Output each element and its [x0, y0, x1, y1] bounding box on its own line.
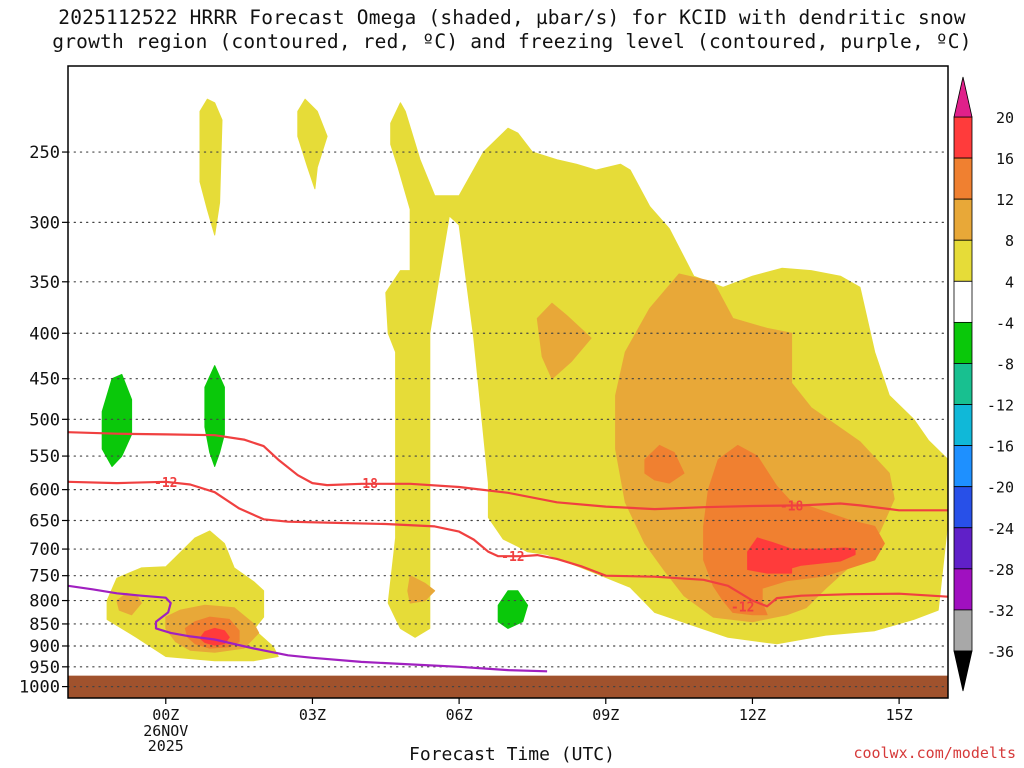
colorbar-label--24: -24 — [987, 520, 1014, 538]
x-tick-label-12Z: 12Z — [739, 706, 766, 724]
y-tick-label-800: 800 — [29, 592, 60, 612]
x-tick-label-15Z: 15Z — [886, 706, 913, 724]
colorbar-top-arrow — [953, 76, 973, 118]
colorbar-label-20: 20 — [996, 109, 1014, 127]
colorbar-bin-16-20 — [953, 116, 973, 159]
x-tick-label-09Z: 09Z — [592, 706, 619, 724]
y-tick-label-1000: 1000 — [19, 678, 60, 698]
y-tick-label-550: 550 — [29, 447, 60, 467]
colorbar-label-4: 4 — [1005, 273, 1014, 291]
colorbar-bin--32--28 — [953, 568, 973, 611]
plot-area: -18 -18 -12 -12 -12 — [68, 66, 948, 698]
x-axis-label: Forecast Time (UTC) — [409, 744, 615, 765]
colorbar-bin-8-12 — [953, 198, 973, 241]
colorbar-bin--20--16 — [953, 445, 973, 488]
colorbar-label--28: -28 — [987, 561, 1014, 579]
chart-title-line-2: growth region (contoured, red, ºC) and f… — [52, 30, 972, 53]
x-tick-sublabel-1: 2025 — [148, 737, 184, 755]
colorbar-bin--24--20 — [953, 486, 973, 529]
colorbar-label--8: -8 — [996, 355, 1014, 373]
x-tick-label-00Z: 00Z — [152, 706, 179, 724]
y-tick-label-400: 400 — [29, 324, 60, 344]
colorbar-label--32: -32 — [987, 602, 1014, 620]
y-tick-label-700: 700 — [29, 540, 60, 560]
colorbar-bin--28--24 — [953, 527, 973, 570]
colorbar-bin--4-4 — [953, 280, 973, 323]
y-tick-label-900: 900 — [29, 637, 60, 657]
contour-dgz-lower — [68, 480, 948, 608]
colorbar-label--4: -4 — [996, 314, 1014, 332]
colorbar-label--16: -16 — [987, 438, 1014, 456]
omega-region-pos16-17 — [747, 537, 856, 574]
omega-region-pos8-10 — [407, 575, 436, 604]
y-tick-label-300: 300 — [29, 213, 60, 233]
y-tick-label-250: 250 — [29, 143, 60, 163]
colorbar-label-8: 8 — [1005, 232, 1014, 250]
y-tick-label-650: 650 — [29, 511, 60, 531]
omega-region-pos12-14 — [644, 444, 685, 484]
colorbar-bin--16--12 — [953, 404, 973, 447]
contour-label-dgz-upper-0: -18 — [354, 477, 378, 492]
x-tick-label-03Z: 03Z — [299, 706, 326, 724]
y-tick-label-850: 850 — [29, 615, 60, 635]
contour-dgz-upper — [68, 431, 948, 512]
contour-freezing-level — [68, 584, 548, 673]
contour-label-dgz-lower-1: -12 — [501, 550, 524, 565]
colorbar-label-16: 16 — [996, 150, 1014, 168]
x-tick-sublabel-0: 26NOV — [143, 722, 188, 740]
colorbar-label--20: -20 — [987, 479, 1014, 497]
contour-label-dgz-lower-0: -12 — [154, 476, 177, 491]
site-credit[interactable]: coolwx.com/modelts — [853, 744, 1016, 762]
y-tick-label-500: 500 — [29, 410, 60, 430]
y-tick-label-750: 750 — [29, 567, 60, 587]
colorbar-label-12: 12 — [996, 191, 1014, 209]
omega-region-pos8-11 — [536, 302, 592, 380]
colorbar-label--12: -12 — [987, 397, 1014, 415]
chart-title-line-1: 2025112522 HRRR Forecast Omega (shaded, … — [58, 6, 966, 29]
contour-label-dgz-lower-2: -12 — [731, 600, 754, 615]
y-tick-label-950: 950 — [29, 658, 60, 678]
x-tick-label-06Z: 06Z — [446, 706, 473, 724]
colorbar-bin--36--32 — [953, 609, 973, 652]
omega-region-pos4-2 — [297, 98, 328, 190]
colorbar-bottom-arrow — [953, 650, 973, 692]
y-tick-label-350: 350 — [29, 273, 60, 293]
y-tick-label-450: 450 — [29, 370, 60, 390]
colorbar-bin-12-16 — [953, 157, 973, 200]
colorbar-bin--12--8 — [953, 363, 973, 405]
colorbar-bin-4-8 — [953, 239, 973, 282]
colorbar-bin--8--4 — [953, 321, 973, 364]
plot-frame — [67, 65, 949, 699]
omega-region-pos4-1 — [199, 98, 223, 236]
colorbar-label--36: -36 — [987, 643, 1014, 661]
y-tick-label-600: 600 — [29, 481, 60, 501]
contour-label-dgz-upper-1: -18 — [780, 499, 804, 514]
